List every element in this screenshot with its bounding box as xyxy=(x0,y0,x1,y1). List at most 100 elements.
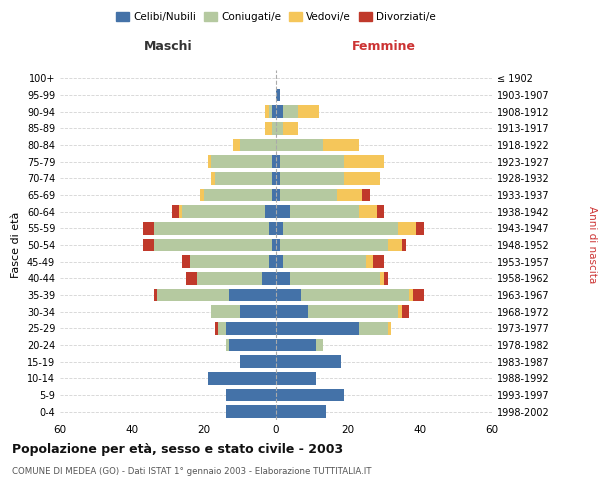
Bar xyxy=(280,172,344,184)
Bar xyxy=(197,272,262,284)
Text: Maschi: Maschi xyxy=(143,40,193,52)
Bar xyxy=(380,272,384,284)
Bar xyxy=(280,188,337,201)
Bar xyxy=(154,222,269,234)
Bar xyxy=(265,206,276,218)
Bar xyxy=(211,306,240,318)
Text: COMUNE DI MEDEA (GO) - Dati ISTAT 1° gennaio 2003 - Elaborazione TUTTITALIA.IT: COMUNE DI MEDEA (GO) - Dati ISTAT 1° gen… xyxy=(12,468,371,476)
Bar xyxy=(272,239,276,251)
Bar xyxy=(276,89,280,101)
Bar xyxy=(366,256,373,268)
Bar xyxy=(157,289,229,301)
Bar xyxy=(226,339,229,351)
Bar xyxy=(388,322,391,334)
Bar xyxy=(265,106,269,118)
Bar xyxy=(186,272,197,284)
Bar xyxy=(226,406,276,418)
Bar xyxy=(154,289,157,301)
Bar xyxy=(229,289,276,301)
Bar xyxy=(276,372,316,384)
Bar xyxy=(211,172,215,184)
Bar xyxy=(226,322,276,334)
Bar xyxy=(276,188,280,201)
Bar xyxy=(211,156,272,168)
Bar xyxy=(276,122,283,134)
Bar xyxy=(316,339,323,351)
Bar xyxy=(344,172,380,184)
Bar xyxy=(272,172,276,184)
Bar xyxy=(337,188,362,201)
Bar xyxy=(402,239,406,251)
Bar xyxy=(377,206,384,218)
Bar xyxy=(143,239,154,251)
Bar xyxy=(301,289,409,301)
Bar xyxy=(240,306,276,318)
Bar xyxy=(276,339,316,351)
Bar xyxy=(344,156,384,168)
Bar xyxy=(276,356,341,368)
Bar xyxy=(179,206,182,218)
Bar xyxy=(240,138,276,151)
Bar xyxy=(280,239,388,251)
Bar xyxy=(272,188,276,201)
Bar xyxy=(290,206,359,218)
Bar xyxy=(269,256,276,268)
Bar xyxy=(276,239,280,251)
Bar xyxy=(276,222,283,234)
Bar xyxy=(182,256,190,268)
Bar xyxy=(398,222,416,234)
Bar xyxy=(190,256,269,268)
Bar xyxy=(233,138,240,151)
Text: Popolazione per età, sesso e stato civile - 2003: Popolazione per età, sesso e stato civil… xyxy=(12,442,343,456)
Bar xyxy=(276,289,301,301)
Bar xyxy=(283,106,298,118)
Bar xyxy=(276,172,280,184)
Bar xyxy=(398,306,402,318)
Legend: Celibi/Nubili, Coniugati/e, Vedovi/e, Divorziati/e: Celibi/Nubili, Coniugati/e, Vedovi/e, Di… xyxy=(112,8,440,26)
Bar xyxy=(229,339,276,351)
Bar xyxy=(272,122,276,134)
Bar xyxy=(182,206,265,218)
Bar xyxy=(272,156,276,168)
Bar xyxy=(290,272,380,284)
Bar xyxy=(200,188,204,201)
Bar xyxy=(409,289,413,301)
Bar xyxy=(276,138,323,151)
Bar xyxy=(308,306,398,318)
Text: Femmine: Femmine xyxy=(352,40,416,52)
Bar xyxy=(402,306,409,318)
Bar xyxy=(208,156,211,168)
Bar xyxy=(323,138,359,151)
Bar xyxy=(359,322,388,334)
Y-axis label: Fasce di età: Fasce di età xyxy=(11,212,21,278)
Bar xyxy=(283,222,398,234)
Bar xyxy=(218,322,226,334)
Bar xyxy=(298,106,319,118)
Bar xyxy=(359,206,377,218)
Bar xyxy=(280,156,344,168)
Bar xyxy=(276,322,359,334)
Bar xyxy=(172,206,179,218)
Bar xyxy=(276,389,344,401)
Bar xyxy=(204,188,272,201)
Bar xyxy=(276,206,290,218)
Bar xyxy=(215,322,218,334)
Text: Anni di nascita: Anni di nascita xyxy=(587,206,597,284)
Bar xyxy=(413,289,424,301)
Bar xyxy=(269,222,276,234)
Bar xyxy=(226,389,276,401)
Bar xyxy=(276,272,290,284)
Bar xyxy=(240,356,276,368)
Bar xyxy=(283,122,298,134)
Bar xyxy=(215,172,272,184)
Bar xyxy=(262,272,276,284)
Bar xyxy=(384,272,388,284)
Bar xyxy=(276,306,308,318)
Bar xyxy=(269,106,272,118)
Bar xyxy=(208,372,276,384)
Bar xyxy=(276,156,280,168)
Bar xyxy=(373,256,384,268)
Bar xyxy=(272,106,276,118)
Bar xyxy=(265,122,272,134)
Bar xyxy=(143,222,154,234)
